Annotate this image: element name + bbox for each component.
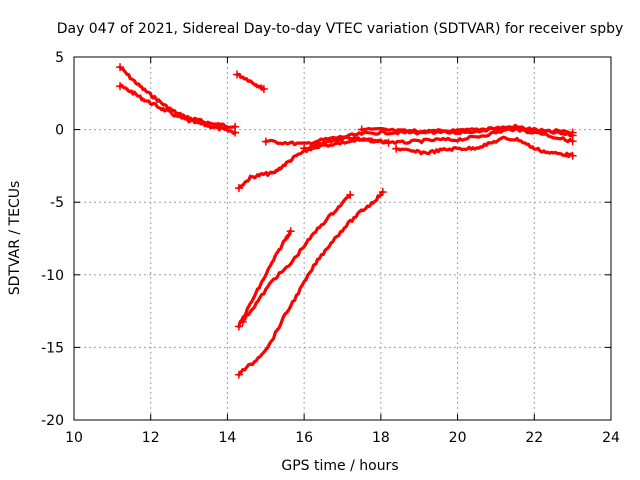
x-tick-label: 22 <box>525 430 543 446</box>
series-layer <box>116 63 577 379</box>
y-tick-label: -20 <box>41 413 64 429</box>
series-track-morning-b-end-marker <box>231 128 240 137</box>
y-tick-label: -10 <box>41 268 64 284</box>
series-track-midday-b-end-marker <box>568 137 577 146</box>
series-track-dip-a-start-marker <box>234 322 243 331</box>
series-track-morning-b-start-marker <box>116 82 125 91</box>
y-tick-label: -15 <box>41 340 64 356</box>
x-tick-label: 10 <box>65 430 83 446</box>
series-track-short-start-marker <box>233 70 242 79</box>
series-track-midday-b-start-marker <box>300 144 309 153</box>
y-tick-labels: -20 -15 -10 -5 0 5 <box>41 50 64 429</box>
y-tick-label: -5 <box>50 195 64 211</box>
x-tick-label: 14 <box>219 430 237 446</box>
series-track-morning-b <box>118 83 237 135</box>
axis-ticks <box>73 56 612 421</box>
grid <box>74 57 611 420</box>
series-track-low-start-start-marker <box>234 184 243 193</box>
series-track-midday-c-end-marker <box>568 128 577 137</box>
series-track-midday-c <box>360 125 575 136</box>
x-axis-label: GPS time / hours <box>281 458 398 474</box>
series-track-low-start <box>237 135 391 190</box>
series-track-lower-afternoon-start-marker <box>392 144 401 153</box>
y-tick-label: 0 <box>55 123 64 139</box>
series-track-midday-c-start-marker <box>357 125 366 134</box>
chart-title: Day 047 of 2021, Sidereal Day-to-day VTE… <box>57 21 624 37</box>
series-track-lower-afternoon-end-marker <box>568 151 577 160</box>
series-track-dip-c-start-marker <box>234 370 243 379</box>
x-tick-label: 12 <box>142 430 160 446</box>
series-track-dip-a-end-marker <box>286 227 295 236</box>
series-track-dip-b <box>241 193 352 324</box>
series-track-short-end-marker <box>259 84 268 93</box>
series-track-morning-a <box>118 65 237 129</box>
series-track-midday-a-start-marker <box>261 137 270 146</box>
series-track-morning-a-start-marker <box>116 63 125 72</box>
series-track-dip-a <box>237 229 293 329</box>
series-track-dip-b-start-marker <box>238 317 247 326</box>
x-tick-labels: 10 12 14 16 18 20 22 24 <box>65 430 620 446</box>
series-track-dip-b-end-marker <box>346 190 355 199</box>
series-track-dip-c <box>237 190 385 377</box>
plot-frame <box>73 56 612 421</box>
series-track-lower-afternoon <box>394 135 575 158</box>
y-axis-label: SDTVAR / TECUs <box>7 181 23 296</box>
series-track-short <box>235 72 266 91</box>
series-track-dip-c-end-marker <box>378 188 387 197</box>
x-tick-label: 16 <box>295 430 313 446</box>
y-tick-label: 5 <box>55 50 64 66</box>
x-tick-label: 24 <box>602 430 620 446</box>
x-tick-label: 18 <box>372 430 390 446</box>
x-tick-label: 20 <box>449 430 467 446</box>
